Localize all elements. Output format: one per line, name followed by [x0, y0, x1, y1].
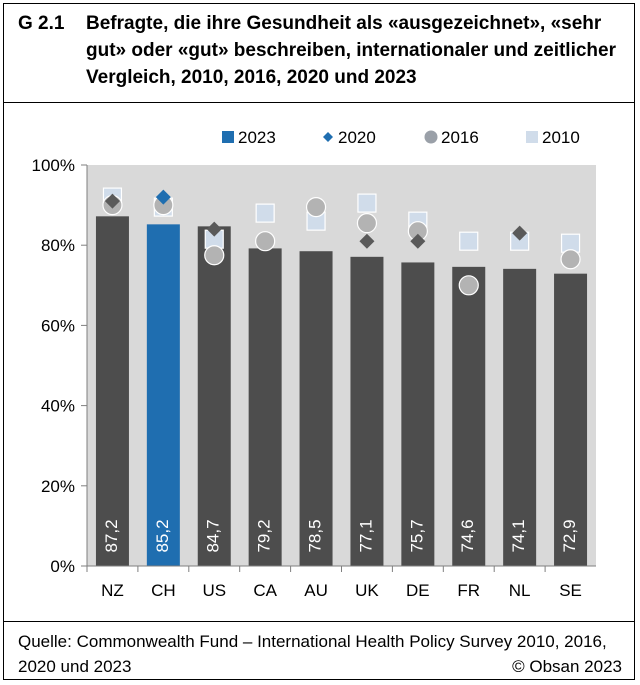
bar-nz: [95, 216, 129, 566]
marker-2020-ch: [155, 189, 171, 205]
figure-title: Befragte, die ihre Gesundheit als «ausge…: [86, 13, 616, 88]
x-tick-label: FR: [457, 581, 480, 600]
marker-2016-fr: [458, 275, 479, 296]
legend-label-2016: 2016: [441, 128, 479, 147]
x-tick-label: CH: [151, 581, 176, 600]
x-tick-label: SE: [559, 581, 582, 600]
x-tick-label: US: [202, 581, 226, 600]
header-rule: [3, 102, 635, 103]
bar-se: [554, 273, 588, 566]
marker-2020-us: [206, 221, 222, 237]
y-tick-label: 40%: [41, 397, 75, 416]
legend-symbol-2010: [526, 131, 538, 143]
figure-id: G 2.1: [18, 13, 65, 34]
y-tick-label: 0%: [50, 557, 75, 576]
legend-symbol-2016: [424, 130, 438, 144]
x-tick-label: NZ: [101, 581, 124, 600]
bar-value-label: 85,2: [153, 519, 172, 552]
bar-fr: [452, 266, 486, 566]
footer-source: Quelle: Commonwealth Fund – Internationa…: [18, 632, 607, 676]
marker-2020-uk: [359, 233, 375, 249]
value-labels: 87,2 85,2 84,7 79,2 78,5 77,1 75,7 74,6 74,1 72,9: [102, 519, 579, 552]
x-tick-label: AU: [304, 581, 328, 600]
bar-au: [299, 251, 333, 566]
bar-de: [401, 262, 435, 566]
bar-value-label: 87,2: [102, 519, 121, 552]
footer-copyright: © Obsan 2023: [512, 657, 622, 676]
bar-uk: [350, 256, 384, 566]
y-tick-label: 20%: [41, 477, 75, 496]
figure-frame: [3, 3, 635, 680]
x-axis: NZ CH US CA AU UK DE FR NL SE: [86, 565, 596, 600]
y-tick-label: 80%: [41, 236, 75, 255]
bar-us: [197, 226, 231, 566]
bar-nl: [503, 268, 537, 566]
legend-symbol-2023: [222, 131, 234, 143]
x-tick-label: DE: [406, 581, 430, 600]
marker-2016-au: [305, 197, 327, 218]
legend-label-2023: 2023: [238, 128, 276, 147]
y-tick-label: 60%: [41, 316, 75, 335]
marker-2020-nl: [512, 225, 528, 241]
legend: 2023 2020 2016 2010: [222, 128, 580, 147]
bar-ch: [146, 224, 180, 566]
bar-value-label: 72,9: [560, 519, 579, 552]
marker-2020-nz: [104, 193, 120, 209]
legend-label-2020: 2020: [338, 128, 376, 147]
x-tick-label: UK: [355, 581, 379, 600]
bar-value-label: 77,1: [356, 519, 375, 552]
y-axis: 0% 20% 40% 60% 80% 100%: [32, 156, 88, 576]
marker-2016-se: [560, 249, 581, 270]
legend-label-2010: 2010: [542, 128, 580, 147]
marker-2016-uk: [356, 213, 378, 234]
bars: [95, 216, 588, 566]
footer-rule: [3, 621, 635, 622]
marker-2016-ca: [255, 231, 276, 252]
x-tick-label: NL: [509, 581, 531, 600]
bar-value-label: 74,1: [509, 519, 528, 552]
marker-2010-fr: [459, 231, 479, 251]
legend-symbol-2020: [323, 132, 333, 142]
marker-2010-uk: [357, 193, 377, 213]
marker-2020-de: [410, 233, 426, 249]
markers: [102, 187, 581, 296]
bar-value-label: 78,5: [306, 519, 325, 552]
bar-value-label: 75,7: [407, 519, 426, 552]
bar-value-label: 79,2: [255, 519, 274, 552]
bar-ca: [248, 248, 282, 566]
marker-2010-ca: [255, 203, 275, 223]
bar-value-label: 74,6: [458, 519, 477, 552]
bar-value-label: 84,7: [204, 519, 223, 552]
x-tick-label: CA: [253, 581, 277, 600]
marker-2016-us: [204, 245, 225, 266]
y-tick-label: 100%: [32, 156, 75, 175]
